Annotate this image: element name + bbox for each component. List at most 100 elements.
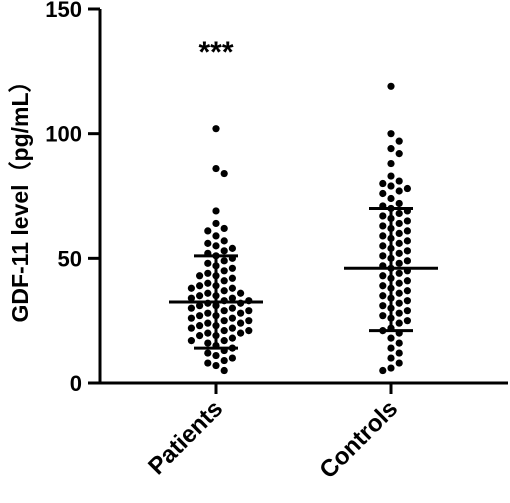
data-point — [196, 302, 204, 310]
data-point — [228, 274, 236, 282]
data-point — [220, 317, 228, 325]
data-point — [220, 257, 228, 265]
data-point — [403, 297, 411, 305]
data-point — [237, 289, 245, 297]
data-point — [387, 334, 395, 342]
data-point — [379, 189, 387, 198]
y-axis-label: GDF-11 level（pg/mL） — [7, 69, 33, 322]
data-point — [395, 349, 403, 357]
data-point — [379, 232, 387, 240]
data-point — [395, 209, 403, 218]
data-point — [403, 317, 411, 325]
data-point — [196, 272, 204, 280]
data-point — [228, 334, 236, 342]
y-ticks: 0 50 100 150 — [45, 0, 100, 396]
data-point — [379, 179, 387, 188]
data-point — [204, 239, 212, 247]
data-point — [387, 130, 395, 138]
data-point — [187, 314, 195, 322]
data-point — [204, 289, 212, 297]
data-point — [403, 307, 411, 315]
data-point — [187, 324, 195, 332]
data-point — [228, 264, 236, 272]
data-point — [395, 150, 403, 158]
data-point — [379, 242, 387, 250]
data-point — [395, 249, 403, 257]
data-point — [403, 287, 411, 295]
data-point — [212, 207, 220, 215]
data-point — [196, 292, 204, 300]
data-point — [395, 269, 403, 277]
data-point — [395, 199, 403, 208]
data-point — [387, 172, 395, 180]
data-point — [395, 279, 403, 287]
data-point — [204, 339, 212, 347]
data-point — [379, 302, 387, 310]
data-point — [212, 351, 220, 360]
data-point — [212, 125, 220, 133]
data-point — [204, 329, 212, 337]
data-point — [204, 227, 212, 235]
data-point — [220, 247, 228, 255]
data-point — [204, 319, 212, 327]
data-point — [403, 237, 411, 245]
data-point — [204, 359, 212, 367]
data-point — [395, 187, 403, 195]
data-point — [395, 259, 403, 267]
data-point — [220, 307, 228, 315]
data-point — [387, 145, 395, 153]
data-point — [395, 229, 403, 237]
data-point — [220, 267, 228, 275]
data-point — [395, 299, 403, 307]
data-point — [379, 282, 387, 290]
data-point — [395, 359, 403, 367]
data-point — [212, 361, 220, 370]
data-point — [403, 277, 411, 285]
data-point — [187, 304, 195, 312]
data-point — [228, 294, 236, 302]
data-point — [204, 259, 212, 267]
x-tick-label-patients: Patients — [143, 395, 228, 480]
data-point — [220, 337, 228, 345]
data-point — [237, 309, 245, 317]
data-point — [379, 272, 387, 280]
data-point — [187, 294, 195, 302]
data-point — [212, 242, 220, 250]
data-point — [220, 169, 228, 178]
data-point — [387, 182, 395, 190]
data-point — [403, 257, 411, 265]
data-point — [212, 232, 220, 240]
data-point — [395, 219, 403, 228]
data-point — [204, 269, 212, 277]
data-point — [220, 224, 228, 233]
data-point — [204, 279, 212, 287]
data-point — [228, 304, 236, 312]
data-point — [387, 364, 395, 372]
data-point — [228, 324, 236, 332]
data-point — [379, 252, 387, 260]
data-point — [395, 289, 403, 297]
plot-marks — [169, 82, 438, 375]
data-point — [228, 244, 236, 252]
data-point — [395, 339, 403, 347]
data-point — [387, 194, 395, 203]
data-point — [196, 312, 204, 320]
y-tick-label: 100 — [45, 122, 82, 147]
data-point — [220, 327, 228, 335]
data-point — [395, 309, 403, 317]
data-point — [387, 82, 395, 90]
data-point — [379, 292, 387, 300]
data-point — [379, 222, 387, 230]
data-point — [245, 317, 253, 325]
data-point — [379, 366, 387, 375]
data-point — [228, 354, 236, 362]
data-point — [220, 366, 228, 375]
y-tick-label: 0 — [70, 371, 82, 396]
data-point — [212, 219, 220, 228]
data-point — [379, 212, 387, 220]
x-tick-label-controls: Controls — [314, 395, 403, 484]
data-point — [379, 312, 387, 320]
y-tick-label: 150 — [45, 0, 82, 22]
